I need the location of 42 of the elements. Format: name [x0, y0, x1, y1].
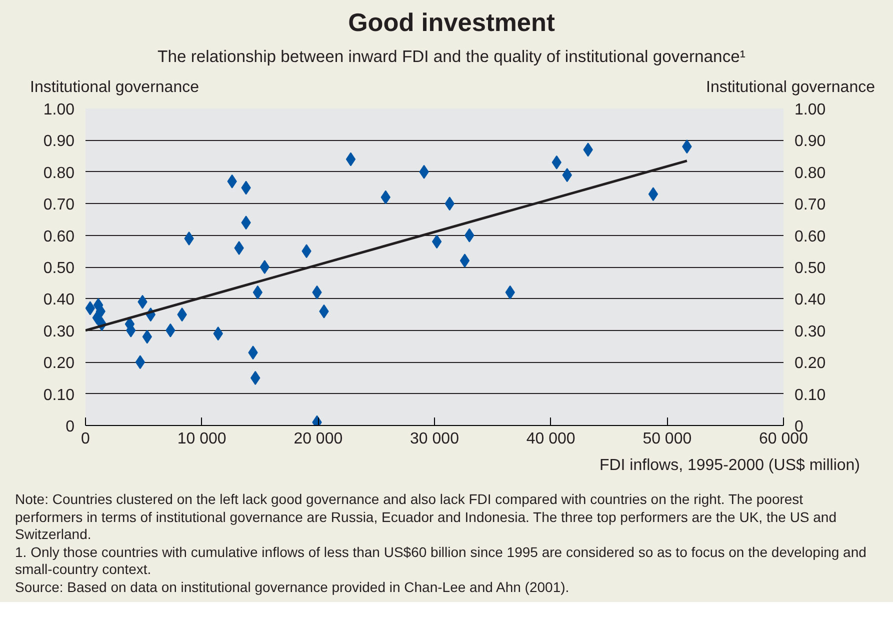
- y2-tick-label: 0.40: [794, 292, 826, 309]
- x-tick-label: 0: [81, 430, 90, 448]
- x-tick-label: 10 000: [177, 430, 226, 448]
- x-tick-label: 50 000: [642, 430, 692, 448]
- y-tick-label: 0.20: [43, 355, 75, 372]
- point: [252, 285, 263, 300]
- x-tick-label: 20 000: [294, 430, 343, 448]
- y-tick-label: 0.80: [43, 164, 75, 182]
- chart-title: Good investment: [348, 8, 555, 39]
- text: Note: Countries clustered on the left lack good governance and also lack FDI compared with countries on the right. The poorest performers in terms of institutional governance are Russia, Ecuador and Indonesia. The three top performers are the UK, the US and Switzerland.: [15, 491, 838, 544]
- y2-tick-label: 0.10: [794, 386, 826, 404]
- y2-tick-label: 0.20: [794, 355, 826, 372]
- y-tick-label: 0.50: [43, 260, 75, 277]
- y2-tick-label: 0.70: [794, 196, 826, 214]
- text: 1. Only those countries with cumulative inflows of less than US$60 billion since 1995 are considered so as to focus on the developing and small-country context.: [15, 544, 868, 578]
- y2-tick-label: 0.60: [794, 228, 826, 246]
- y-tick-label: 0.70: [43, 196, 75, 214]
- point: [460, 254, 470, 268]
- point: [346, 152, 356, 166]
- point: [260, 260, 270, 274]
- point: [432, 234, 442, 249]
- y2-tick-label: 0.80: [794, 164, 826, 182]
- x-tick-label: 30 000: [410, 430, 460, 448]
- y-tick-label: 0.10: [43, 386, 75, 404]
- y-tick-label: 0: [66, 418, 75, 436]
- y2-axis-title: Institutional governance: [706, 78, 875, 98]
- y2-tick-label: 0.50: [794, 260, 826, 277]
- y-tick-label: 0.60: [43, 228, 75, 246]
- y2-tick-label: 0.30: [794, 323, 826, 340]
- source-note: Source: Based on data on institutional governance provided in Chan-Lee and Ahn (2001).: [15, 578, 570, 596]
- y2-tick-label: 1.00: [794, 102, 826, 118]
- y-axis-title: Institutional governance: [30, 78, 199, 98]
- y-tick-label: 0.30: [43, 323, 75, 340]
- point: [135, 355, 146, 370]
- y2-tick-label: 0.90: [794, 133, 826, 150]
- chart-subtitle: The relationship between inward FDI and the quality of institutional governance¹: [158, 46, 746, 68]
- point: [648, 187, 658, 202]
- y-tick-label: 0.90: [43, 133, 75, 150]
- y-tick-label: 1.00: [43, 102, 75, 118]
- y-tick-label: 0.40: [43, 292, 75, 309]
- x-tick-label: 40 000: [526, 430, 576, 448]
- x-axis-title: FDI inflows, 1995-2000 (US$ million): [599, 456, 860, 476]
